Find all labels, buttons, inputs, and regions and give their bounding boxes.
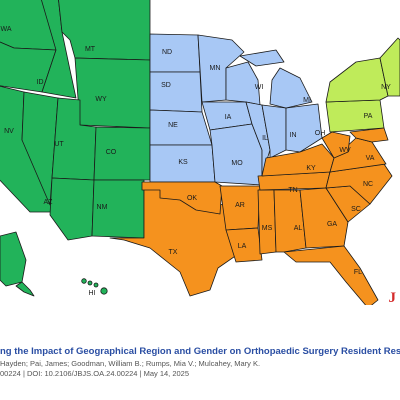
label-il: IL: [262, 135, 268, 142]
label-mo: MO: [231, 160, 243, 167]
state-ms: [257, 189, 277, 255]
state-ga: [299, 187, 349, 249]
label-ok: OK: [187, 195, 197, 202]
state-la: [225, 227, 263, 263]
state-ne: [149, 109, 213, 146]
label-la: LA: [238, 243, 247, 250]
us-regions-map: WA MT ID WY NV UT CO AZ NM HI ND SD NE K…: [0, 0, 400, 305]
state-hi-2: [87, 280, 93, 286]
state-ak-tail: [15, 281, 35, 297]
label-ar: AR: [235, 202, 245, 209]
state-mt: [58, 0, 151, 61]
label-nv: NV: [4, 128, 14, 135]
label-ut: UT: [54, 141, 64, 148]
state-sd: [149, 71, 203, 113]
label-wi: WI: [255, 84, 264, 91]
state-hi-3: [93, 282, 99, 288]
northeast-region: [325, 37, 400, 133]
label-mt: MT: [85, 46, 96, 53]
label-sc: SC: [351, 206, 361, 213]
state-wv: [321, 131, 351, 159]
state-mo: [209, 123, 263, 186]
article-title[interactable]: ng the Impact of Geographical Region and…: [0, 346, 400, 357]
article-meta: 00224 | DOI: 10.2106/JBJS.OA.24.00224 | …: [0, 369, 190, 378]
label-wy: WY: [95, 96, 107, 103]
label-wa: WA: [0, 26, 11, 33]
label-nm: NM: [97, 204, 108, 211]
midwest-region: [149, 33, 323, 186]
west-region: [0, 0, 151, 297]
label-nc: NC: [363, 181, 373, 188]
state-al: [273, 189, 307, 253]
state-pa: [325, 99, 385, 133]
state-co: [93, 126, 151, 181]
label-pa: PA: [364, 113, 373, 120]
label-ia: IA: [225, 114, 232, 121]
article-authors: Hayden; Pai, James; Goodman, William B.;…: [0, 359, 261, 368]
state-hi-1: [81, 278, 87, 284]
label-ms: MS: [262, 225, 273, 232]
state-mi: [269, 67, 313, 109]
label-tn: TN: [288, 187, 297, 194]
label-ks: KS: [178, 159, 188, 166]
state-va: [329, 137, 387, 173]
state-oh: [285, 103, 323, 153]
label-al: AL: [294, 225, 303, 232]
label-tx: TX: [169, 249, 178, 256]
label-ga: GA: [327, 221, 337, 228]
state-mi-up: [239, 49, 285, 67]
state-az: [49, 177, 95, 241]
label-sd: SD: [161, 82, 171, 89]
label-oh: OH: [315, 130, 326, 137]
south-region: [109, 127, 393, 305]
state-hi-4: [100, 287, 108, 295]
label-az: AZ: [44, 199, 54, 206]
state-wy: [74, 57, 151, 129]
label-ny: NY: [381, 84, 391, 91]
label-co: CO: [106, 149, 117, 156]
label-fl: FL: [354, 269, 362, 276]
label-ne: NE: [168, 122, 178, 129]
state-fl: [283, 245, 379, 305]
label-id: ID: [37, 79, 44, 86]
state-labels: WA MT ID WY NV UT CO AZ NM HI ND SD NE K…: [0, 26, 391, 297]
state-nv: [21, 91, 59, 206]
state-ak: [0, 231, 27, 287]
label-va: VA: [366, 155, 375, 162]
label-in: IN: [290, 132, 297, 139]
figure-caption: ng the Impact of Geographical Region and…: [0, 346, 400, 400]
state-in: [261, 104, 287, 159]
state-nd: [149, 33, 201, 73]
state-ny: [325, 57, 389, 103]
label-mn: MN: [210, 65, 221, 72]
journal-logo: J: [388, 290, 397, 306]
label-wv: WV: [339, 147, 351, 154]
label-hi: HI: [89, 290, 96, 297]
state-new-england: [379, 37, 400, 97]
state-ok: [141, 181, 223, 215]
state-md-de: [349, 127, 389, 143]
label-mi: MI: [303, 97, 311, 104]
label-ky: KY: [306, 165, 316, 172]
label-nd: ND: [162, 49, 172, 56]
